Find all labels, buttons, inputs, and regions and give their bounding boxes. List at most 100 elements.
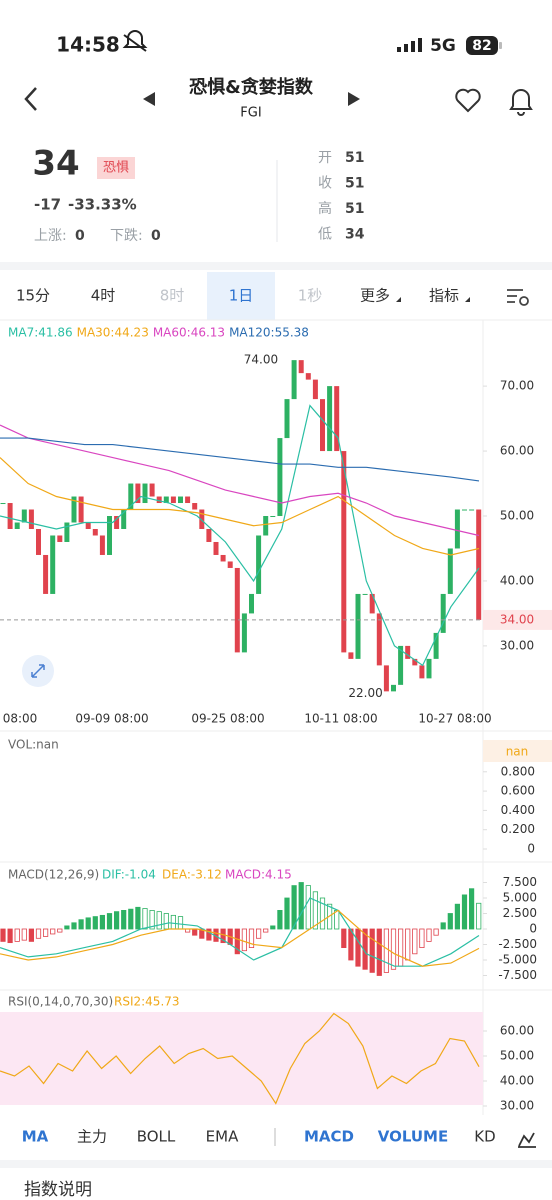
candle — [99, 535, 105, 555]
indicator-tab[interactable]: MA — [22, 1128, 49, 1146]
macd-bar — [71, 922, 77, 930]
interval-tab[interactable]: 1秒 — [298, 287, 323, 305]
active-tab-bg — [207, 272, 275, 320]
interval-tab[interactable]: 指标 — [429, 287, 459, 305]
candle — [433, 632, 439, 659]
interval-tab[interactable]: 15分 — [16, 287, 50, 305]
macd-bar — [383, 928, 390, 973]
vol-tick-label: 0.800 — [501, 764, 535, 778]
macd-bar — [241, 928, 247, 952]
price: 34 — [32, 144, 79, 184]
x-tick-label: 10-27 08:00 — [418, 712, 491, 726]
page-subtitle: FGI — [240, 106, 261, 121]
favorite-button[interactable] — [455, 88, 481, 113]
macd-bar — [234, 928, 240, 955]
rsi-line — [0, 1012, 480, 1105]
macd-bar — [355, 928, 361, 967]
macd-tick-label: 7.500 — [503, 875, 537, 889]
macd-bar — [64, 925, 70, 930]
vol-tick-label: 0.200 — [501, 822, 535, 836]
down-count: 0 — [151, 228, 161, 244]
macd-bar — [142, 908, 148, 930]
macd-bar — [476, 902, 482, 930]
indicator-tab[interactable]: VOLUME — [378, 1128, 448, 1146]
chart-settings-button[interactable] — [507, 289, 529, 306]
candle — [163, 496, 169, 504]
change: -17 — [34, 196, 61, 214]
indicator-tab[interactable]: EMA — [206, 1128, 239, 1146]
macd-bar — [43, 928, 49, 937]
candle — [256, 535, 262, 594]
macd-bar — [298, 882, 304, 930]
interval-tab[interactable]: 1日 — [229, 287, 254, 305]
x-tick-label: 10-11 08:00 — [304, 712, 377, 726]
candle — [149, 483, 155, 497]
candle — [156, 496, 162, 504]
macd-bar — [291, 885, 297, 930]
interval-tab[interactable]: 更多 — [360, 287, 390, 305]
macd-bar — [50, 928, 56, 935]
vol-badge-bg — [483, 740, 552, 762]
candle — [107, 516, 112, 555]
candle — [85, 522, 91, 529]
macd-bar — [284, 897, 290, 930]
prev-button[interactable] — [143, 92, 155, 106]
chart-type-button[interactable] — [518, 1132, 536, 1148]
dif-line — [0, 897, 480, 967]
candle — [476, 509, 482, 620]
macd-bar — [397, 928, 404, 967]
indicator-tab[interactable]: BOLL — [137, 1128, 176, 1146]
macd-bar — [114, 911, 120, 930]
candle — [348, 652, 354, 659]
indicator-tab[interactable]: MACD — [304, 1128, 354, 1146]
candle — [220, 554, 226, 562]
macd-tick-label: 0 — [529, 922, 537, 936]
up-label: 上涨: — [34, 228, 67, 244]
macd-bar — [440, 922, 446, 930]
next-button[interactable] — [348, 92, 360, 106]
ma-label: MA120:55.38 — [229, 326, 309, 340]
candle — [426, 658, 432, 679]
candle — [312, 379, 318, 400]
candle — [291, 360, 297, 400]
interval-tab[interactable]: 4时 — [91, 287, 116, 305]
sentiment-badge: 恐惧 — [103, 160, 129, 176]
back-button[interactable] — [24, 87, 37, 111]
macd-bar — [99, 914, 105, 930]
macd-tick-label: 5.000 — [503, 891, 537, 905]
dropdown-caret — [465, 297, 470, 302]
x-tick-label: 08:00 — [3, 712, 38, 726]
macd-bar — [163, 913, 169, 930]
indicator-tab[interactable]: KD — [474, 1128, 495, 1146]
candle — [192, 503, 198, 510]
candle — [284, 399, 290, 439]
status-time: 14:58 — [56, 33, 120, 57]
candle — [0, 503, 6, 505]
ma-label: MA30:44.23 — [77, 326, 149, 340]
macd-bar — [447, 913, 453, 930]
macd-tick-label: -5.000 — [498, 953, 537, 967]
candle — [199, 509, 205, 529]
candle — [36, 528, 41, 555]
candle — [405, 645, 411, 659]
y-tick-label: 40.00 — [500, 573, 534, 587]
y-tick-label: 50.00 — [500, 509, 534, 523]
macd-bar — [468, 888, 475, 930]
interval-tab[interactable]: 8时 — [160, 287, 185, 305]
candle — [362, 593, 368, 595]
candle — [398, 645, 404, 685]
macd-bar — [28, 928, 35, 942]
vol-tick-label: 0.400 — [501, 803, 535, 817]
macd-bar — [461, 894, 468, 930]
ma-line — [0, 424, 480, 537]
candle — [128, 483, 134, 510]
stat-label: 开 — [318, 150, 332, 166]
indicator-tab[interactable]: 主力 — [77, 1128, 107, 1146]
ma-label: MA7:41.86 — [8, 326, 73, 340]
vol-badge: nan — [506, 745, 529, 759]
alert-button[interactable] — [509, 89, 533, 116]
vol-tick-label: 0 — [527, 842, 535, 856]
ma-label: MA60:46.13 — [153, 326, 225, 340]
